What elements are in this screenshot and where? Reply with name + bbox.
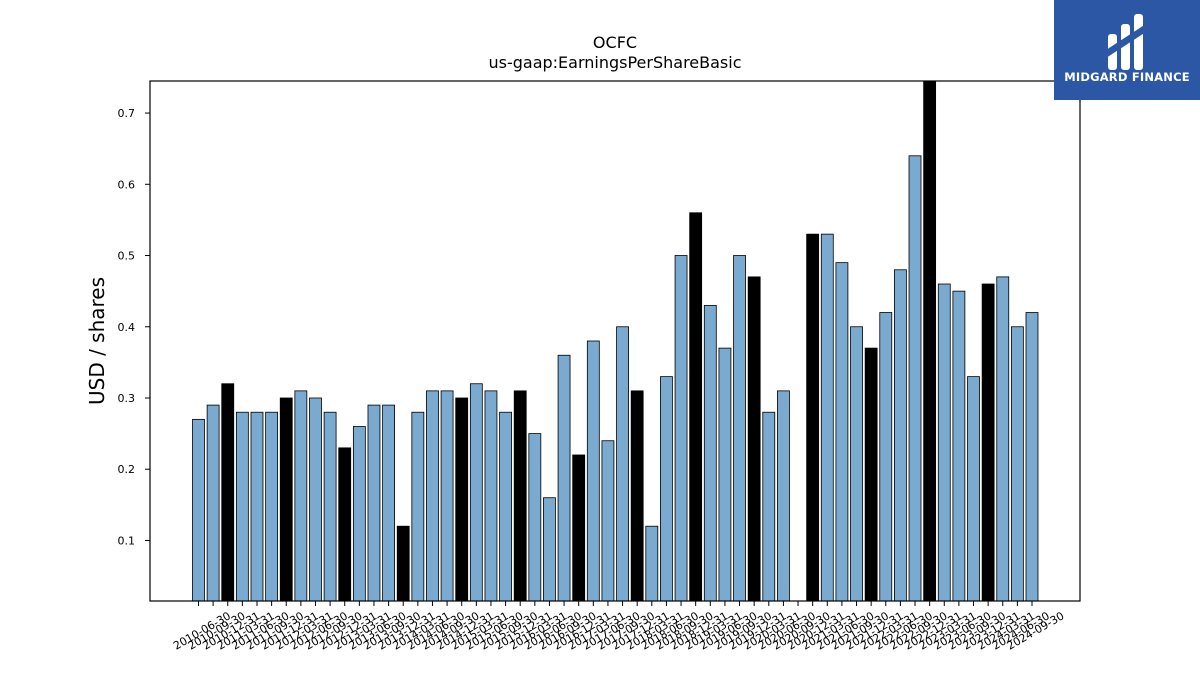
bar-2023-12-31 <box>981 283 995 602</box>
bar-2020-06-30 <box>777 390 790 602</box>
y-axis: 0.1 0.2 0.3 0.4 0.5 0.6 0.7 <box>118 107 150 547</box>
logo: MIDGARD FINANCE <box>1054 0 1200 100</box>
bar-2022-03-31 <box>879 312 893 602</box>
logo-text: MIDGARD FINANCE <box>1064 70 1190 84</box>
chart-title: OCFC <box>593 33 637 52</box>
bar-2017-03-31 <box>586 340 600 602</box>
bar-2014-09-30 <box>440 390 454 602</box>
bar-2020-12-31 <box>806 233 820 602</box>
bar-2013-06-30 <box>367 404 381 602</box>
bar-2015-09-30 <box>499 411 512 602</box>
y-tick-label: 0.2 <box>118 463 136 476</box>
bar-2022-09-30 <box>908 155 922 602</box>
bar-2014-06-30 <box>426 390 439 602</box>
bar-2016-03-31 <box>528 433 542 602</box>
bar-2015-12-31 <box>513 390 527 602</box>
bar-2023-09-30 <box>967 376 980 602</box>
bar-2021-06-30 <box>835 262 849 602</box>
bar-2018-09-30 <box>674 255 688 602</box>
bar-2021-03-31 <box>820 233 834 602</box>
plot-frame <box>149 80 1081 602</box>
bar-2011-09-30 <box>265 411 279 602</box>
bar-2020-03-31 <box>762 411 776 602</box>
bar-2016-06-30 <box>543 497 556 602</box>
bar-2013-03-31 <box>352 426 366 602</box>
bar-2018-03-31 <box>645 525 659 602</box>
bar-2024-03-31 <box>996 276 1010 602</box>
bar-2010-06-30 <box>192 418 205 602</box>
y-tick-label: 0.4 <box>118 321 136 334</box>
y-tick-label: 0.1 <box>118 534 136 547</box>
y-tick-label: 0.6 <box>118 178 136 191</box>
bar-2024-09-30 <box>1025 312 1039 602</box>
bar-2021-12-31 <box>864 347 878 602</box>
bar-2011-03-31 <box>235 411 249 602</box>
bar-2019-03-31 <box>703 304 717 602</box>
bar-2018-12-31 <box>689 212 703 602</box>
y-tick-label: 0.7 <box>118 107 136 120</box>
bar-2014-03-31 <box>411 411 425 602</box>
bar-2023-06-30 <box>952 290 966 602</box>
bar-2012-03-31 <box>294 390 308 602</box>
bar-2011-12-31 <box>279 397 293 602</box>
bar-2012-06-30 <box>309 397 322 602</box>
y-tick-label: 0.5 <box>118 250 136 263</box>
bar-2010-09-30 <box>206 404 220 602</box>
bar-2019-09-30 <box>733 255 746 602</box>
bar-2016-12-31 <box>572 454 586 602</box>
bar-2019-06-30 <box>718 347 732 602</box>
bar-2011-06-30 <box>250 411 264 602</box>
bar-2017-06-30 <box>601 440 615 602</box>
bar-2021-09-30 <box>850 326 863 602</box>
bar-2023-03-31 <box>937 283 951 602</box>
x-axis: 2010-06-302010-09-302010-12-312011-03-31… <box>171 601 1067 653</box>
bar-2019-12-31 <box>747 276 761 602</box>
bar-2013-12-31 <box>396 525 410 602</box>
bar-2013-09-30 <box>382 404 395 602</box>
bar-2022-06-30 <box>894 269 907 602</box>
bar-2017-09-30 <box>616 326 629 602</box>
bar-2022-12-31 <box>923 80 937 602</box>
bar-2012-09-30 <box>323 411 337 602</box>
chart-subtitle: us-gaap:EarningsPerShareBasic <box>488 53 741 72</box>
bar-2015-03-31 <box>469 383 483 602</box>
y-axis-label: USD / shares <box>85 277 109 405</box>
bar-2016-09-30 <box>557 354 571 602</box>
bar-2014-12-31 <box>455 397 469 602</box>
bar-2024-06-30 <box>1010 326 1024 602</box>
y-tick-label: 0.3 <box>118 392 136 405</box>
midgard-logo-icon <box>1106 14 1146 70</box>
bar-2012-12-31 <box>338 447 352 602</box>
bar-2017-12-31 <box>630 390 644 602</box>
bar-2018-06-30 <box>660 376 673 602</box>
bar-2010-12-31 <box>221 383 235 602</box>
bars-group <box>192 80 1039 602</box>
bar-2015-06-30 <box>484 390 498 602</box>
